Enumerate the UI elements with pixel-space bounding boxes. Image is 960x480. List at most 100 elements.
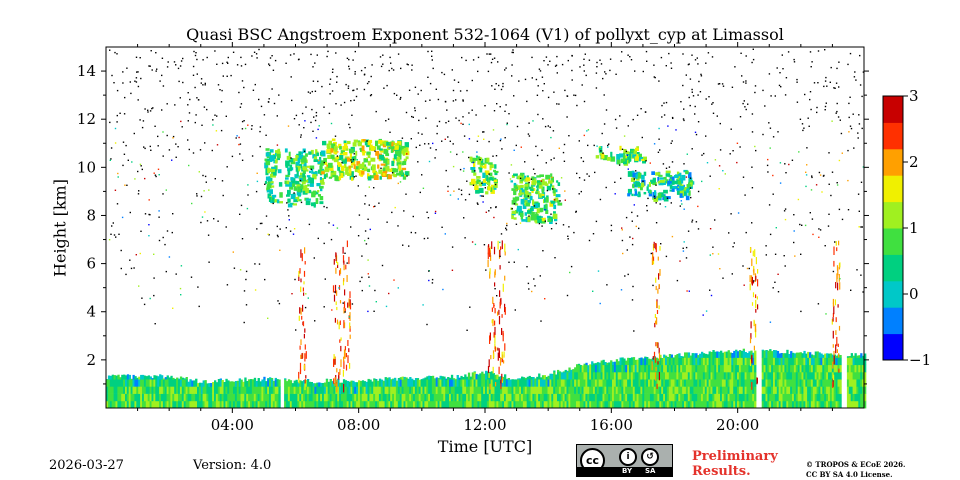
bl-cell: [106, 400, 109, 409]
cloud-cell: [380, 148, 384, 153]
noise-pixel: [624, 275, 626, 277]
bl-cell: [828, 357, 831, 366]
bl-cell: [153, 386, 156, 394]
bl-cell: [771, 351, 774, 358]
noise-pixel: [700, 75, 703, 77]
bl-cell: [803, 357, 806, 366]
bl-cell: [261, 379, 264, 387]
bl-cell: [435, 379, 438, 387]
streak-cell: [497, 240, 499, 250]
bl-cell: [678, 379, 681, 387]
bl-cell: [831, 393, 835, 402]
noise-pixel: [298, 124, 300, 126]
noise-pixel: [709, 228, 712, 230]
noise-pixel: [514, 309, 516, 311]
bl-cell: [481, 386, 484, 394]
bl-cell: [231, 381, 234, 387]
noise-pixel: [449, 140, 451, 142]
noise-pixel: [658, 127, 660, 130]
bl-cell: [168, 393, 171, 402]
bl-cell: [767, 350, 770, 358]
bl-cell: [585, 379, 588, 387]
streak-cell: [491, 241, 493, 249]
bl-cell: [183, 379, 186, 387]
bl-cell: [515, 386, 518, 394]
bl-cell: [670, 354, 673, 358]
bl-cell: [564, 393, 567, 402]
bl-cell: [310, 382, 313, 387]
bl-cell: [668, 364, 672, 373]
noise-pixel: [712, 246, 714, 248]
streak-cell: [298, 315, 300, 321]
noise-pixel: [549, 60, 551, 62]
cloud-cell: [388, 141, 392, 145]
noise-pixel: [253, 51, 256, 53]
bl-cell: [809, 393, 812, 402]
bl-cell: [286, 400, 289, 409]
bl-cell: [469, 386, 473, 394]
cloud-cell: [660, 180, 665, 183]
bl-cell: [699, 386, 702, 394]
bl-cell: [179, 400, 183, 409]
cloud-cell: [330, 172, 333, 178]
noise-pixel: [501, 148, 503, 150]
cloud-cell: [663, 196, 669, 202]
noise-pixel: [588, 239, 591, 242]
cloud-cell: [628, 153, 632, 159]
bl-cell: [721, 352, 725, 358]
noise-pixel: [188, 112, 191, 114]
bl-cell: [613, 371, 617, 380]
cloud-cell: [635, 173, 638, 180]
noise-pixel: [552, 130, 555, 132]
cloud-cell: [486, 157, 490, 163]
noise-pixel: [336, 81, 338, 83]
cloud-cell: [513, 217, 517, 220]
bl-cell: [862, 400, 865, 409]
bl-cell: [344, 400, 348, 409]
noise-pixel: [317, 128, 319, 131]
noise-pixel: [244, 63, 247, 66]
cloud-cell: [537, 182, 542, 185]
bl-cell: [469, 376, 473, 380]
bl-cell: [373, 400, 376, 409]
bl-cell: [113, 386, 116, 394]
noise-pixel: [116, 203, 119, 205]
noise-pixel: [730, 213, 732, 215]
bl-cell: [369, 393, 372, 402]
bl-cell: [221, 400, 224, 409]
cloud-cell: [623, 149, 627, 154]
noise-pixel: [620, 60, 622, 62]
bl-cell: [151, 378, 154, 380]
bl-cell: [820, 393, 823, 402]
bl-cell: [161, 375, 164, 380]
bl-cell: [392, 378, 395, 380]
bl-cell: [215, 382, 219, 387]
noise-pixel: [208, 189, 210, 191]
bl-cell: [822, 386, 825, 394]
noise-pixel: [346, 262, 348, 264]
cloud-cell: [266, 189, 271, 193]
bl-cell: [244, 377, 247, 380]
noise-pixel: [597, 270, 600, 272]
bl-cell: [630, 357, 634, 358]
bl-cell: [615, 364, 619, 373]
noise-pixel: [777, 131, 779, 133]
bl-cell: [284, 393, 287, 402]
bl-cell: [125, 375, 128, 380]
bl-cell: [149, 379, 152, 387]
bl-cell: [358, 393, 361, 402]
bl-cell: [833, 393, 836, 402]
streak-cell: [298, 275, 300, 281]
bl-cell: [265, 400, 268, 409]
bl-cell: [511, 393, 514, 402]
bl-cell: [327, 386, 330, 394]
streak-cell: [489, 249, 491, 255]
cloud-cell: [376, 145, 381, 150]
bl-cell: [566, 379, 569, 387]
noise-pixel: [796, 101, 799, 103]
noise-pixel: [745, 231, 747, 234]
bl-cell: [261, 393, 264, 402]
bl-cell: [125, 400, 128, 409]
bl-cell: [341, 382, 344, 387]
noise-pixel: [155, 175, 157, 178]
